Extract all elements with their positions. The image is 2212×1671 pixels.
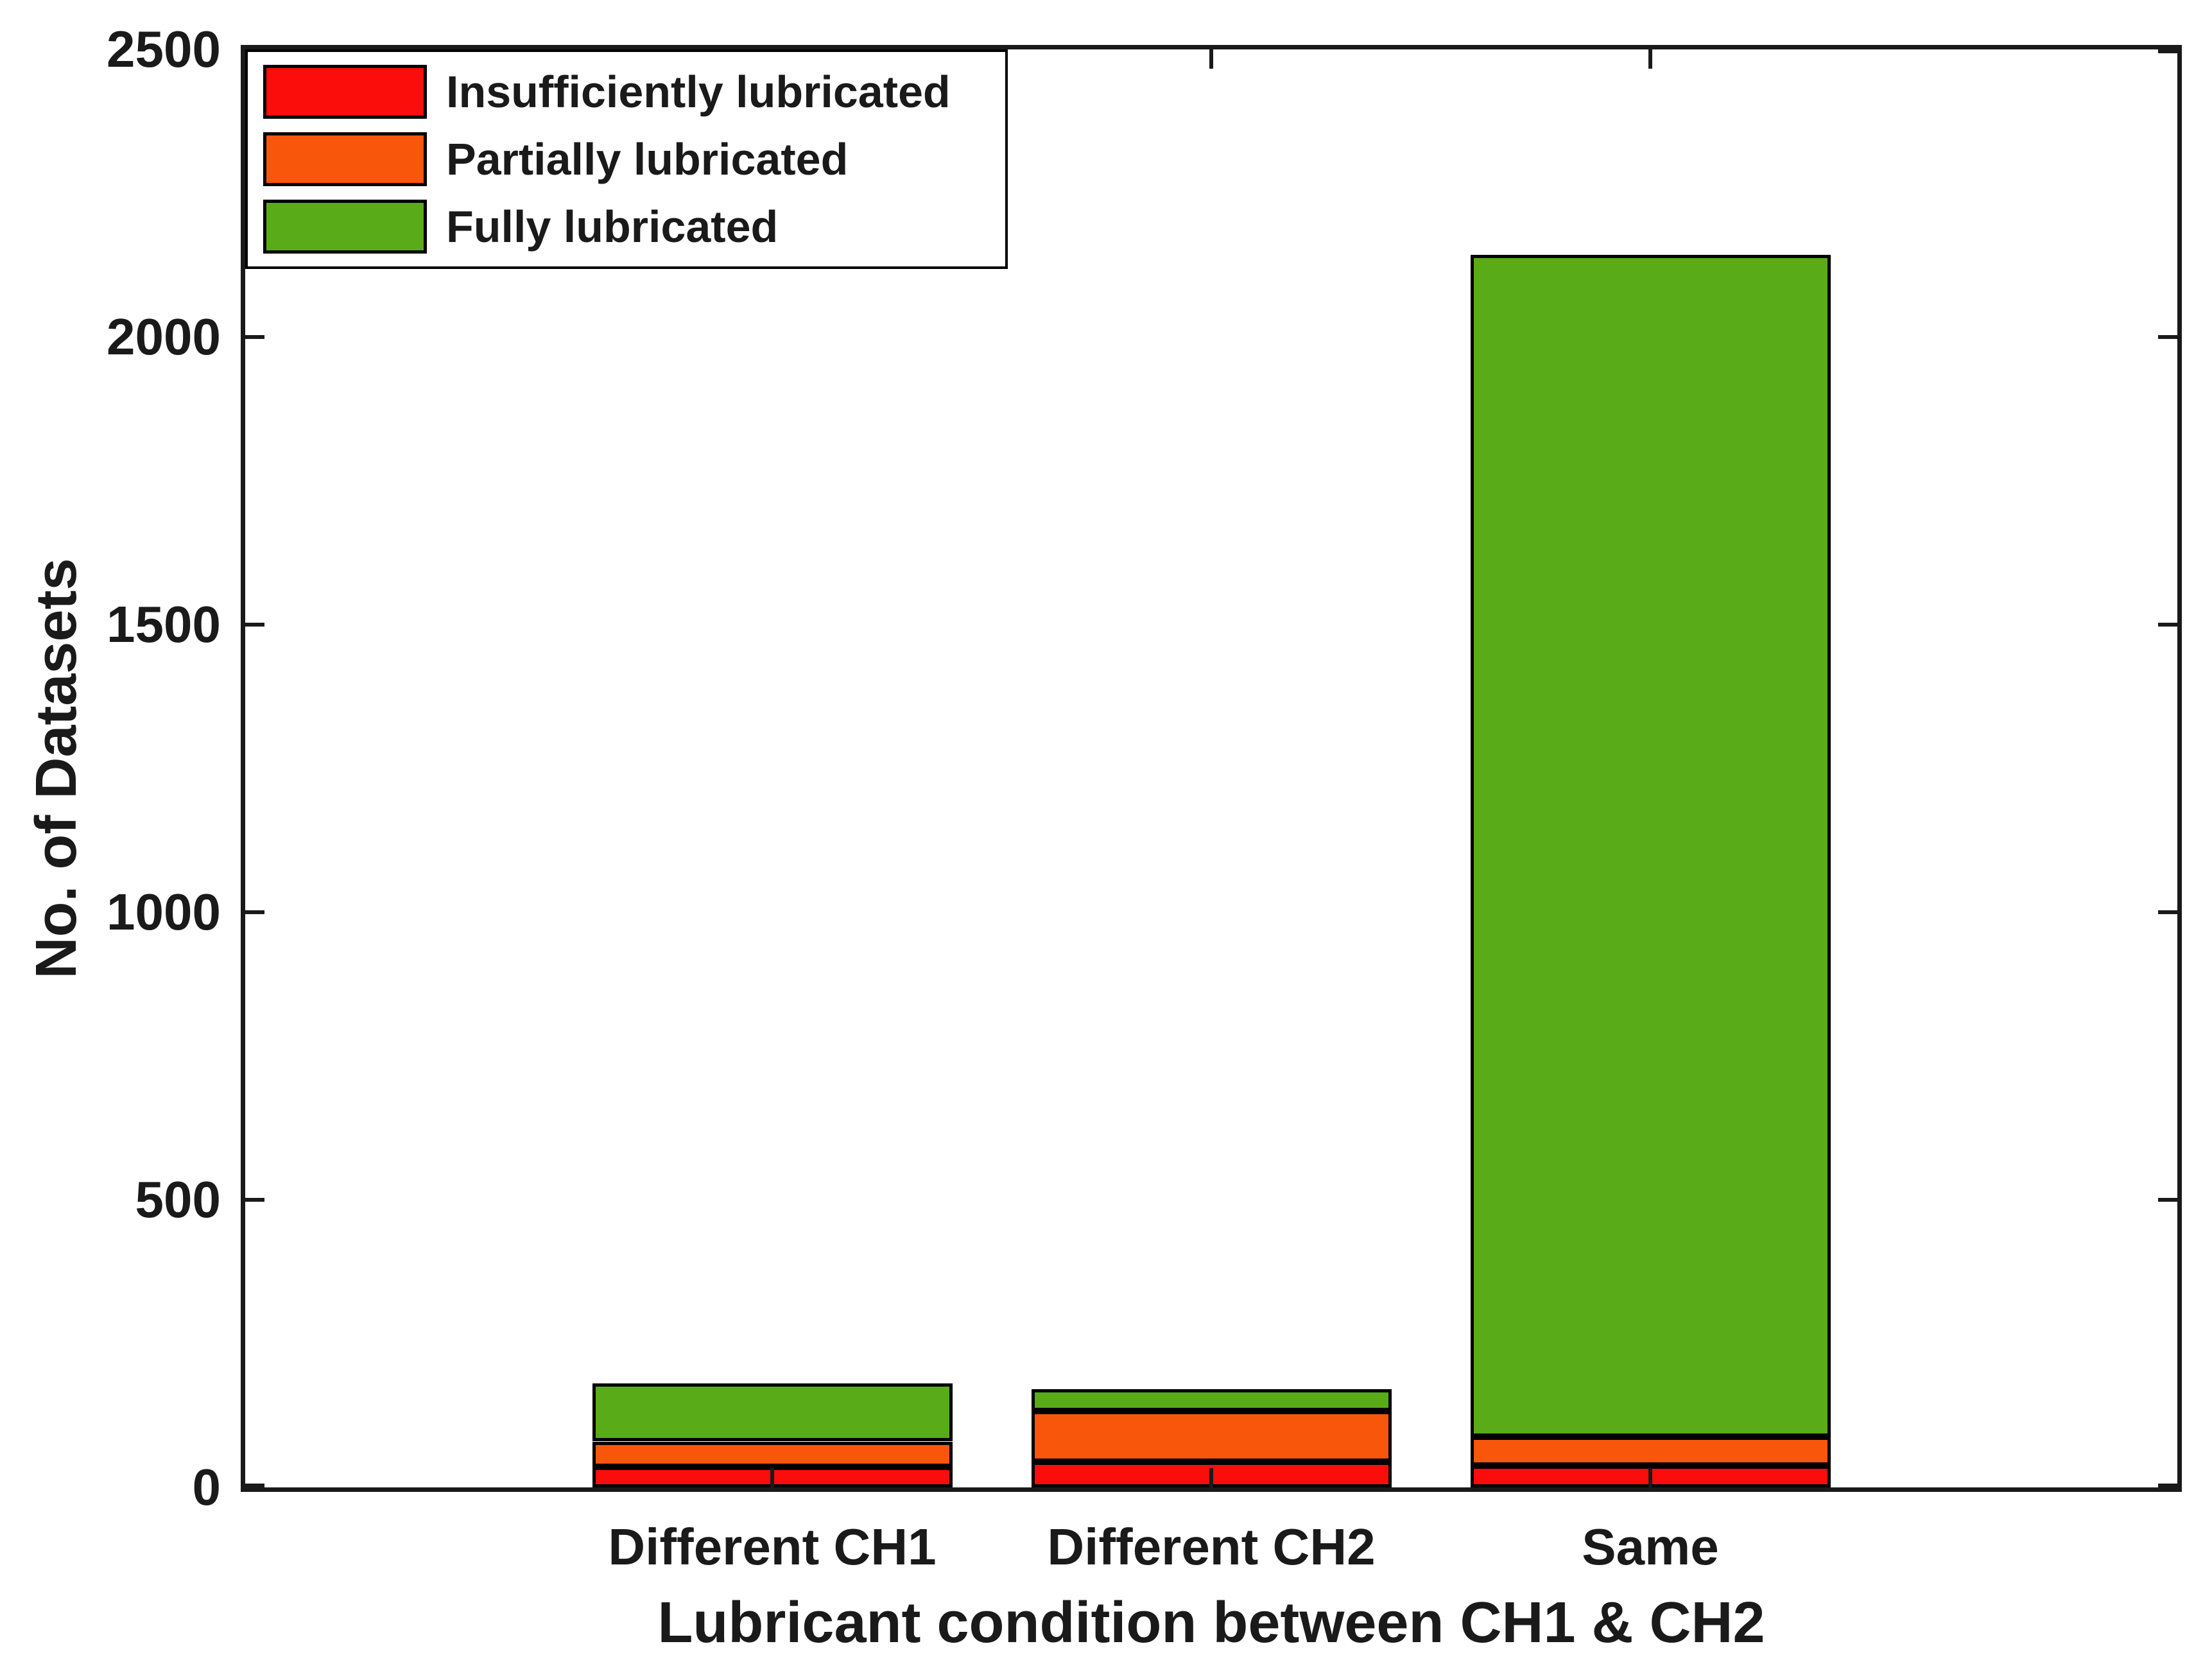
x-axis-label: Lubricant condition between CH1 & CH2 bbox=[657, 1591, 1765, 1655]
axis-tick bbox=[2158, 1484, 2177, 1487]
y-tick-label: 1000 bbox=[107, 883, 221, 940]
axis-tick bbox=[1648, 1468, 1652, 1487]
axis-tick bbox=[2158, 910, 2177, 914]
legend-item: Insufficiently lubricated bbox=[263, 65, 1005, 119]
bar-segment bbox=[1470, 255, 1831, 1437]
axis-tick bbox=[245, 623, 264, 627]
y-tick-label: 1500 bbox=[107, 596, 221, 653]
axis-tick bbox=[2158, 335, 2177, 339]
axis-tick bbox=[245, 1484, 264, 1487]
axis-tick bbox=[245, 335, 264, 339]
legend-item: Partially lubricated bbox=[263, 132, 1005, 186]
axis-tick bbox=[245, 1198, 264, 1202]
legend-swatch-icon bbox=[263, 65, 427, 119]
x-tick-label: Different CH2 bbox=[1047, 1518, 1376, 1575]
bar-segment bbox=[592, 1442, 953, 1467]
axis-tick bbox=[770, 1468, 774, 1487]
y-tick-label: 500 bbox=[135, 1171, 221, 1228]
bar-segment bbox=[1031, 1389, 1392, 1411]
y-tick-label: 2500 bbox=[107, 21, 221, 78]
axis-tick bbox=[1209, 1468, 1213, 1487]
legend-item: Fully lubricated bbox=[263, 200, 1005, 254]
plot-area: Insufficiently lubricated Partially lubri… bbox=[241, 45, 2182, 1492]
legend-label: Fully lubricated bbox=[446, 202, 779, 252]
axis-tick bbox=[1648, 49, 1652, 69]
axis-tick bbox=[2158, 1198, 2177, 1202]
legend-label: Partially lubricated bbox=[446, 134, 849, 184]
axis-tick bbox=[2158, 623, 2177, 627]
axis-tick bbox=[1209, 49, 1213, 69]
x-tick-label: Different CH1 bbox=[608, 1518, 937, 1575]
axis-tick bbox=[2158, 49, 2177, 53]
x-tick-label: Same bbox=[1582, 1518, 1719, 1575]
legend-label: Insufficiently lubricated bbox=[446, 67, 951, 117]
legend-swatch-icon bbox=[263, 200, 427, 254]
y-tick-label: 0 bbox=[192, 1459, 221, 1516]
y-axis-label: No. of Datasets bbox=[24, 558, 89, 979]
bar-segment bbox=[1470, 1437, 1831, 1466]
bar-segment bbox=[1031, 1411, 1392, 1462]
legend-swatch-icon bbox=[263, 132, 427, 186]
y-tick-label: 2000 bbox=[107, 308, 221, 365]
axis-tick bbox=[245, 910, 264, 914]
legend: Insufficiently lubricated Partially lubri… bbox=[245, 49, 1008, 269]
bar-segment bbox=[592, 1383, 953, 1441]
